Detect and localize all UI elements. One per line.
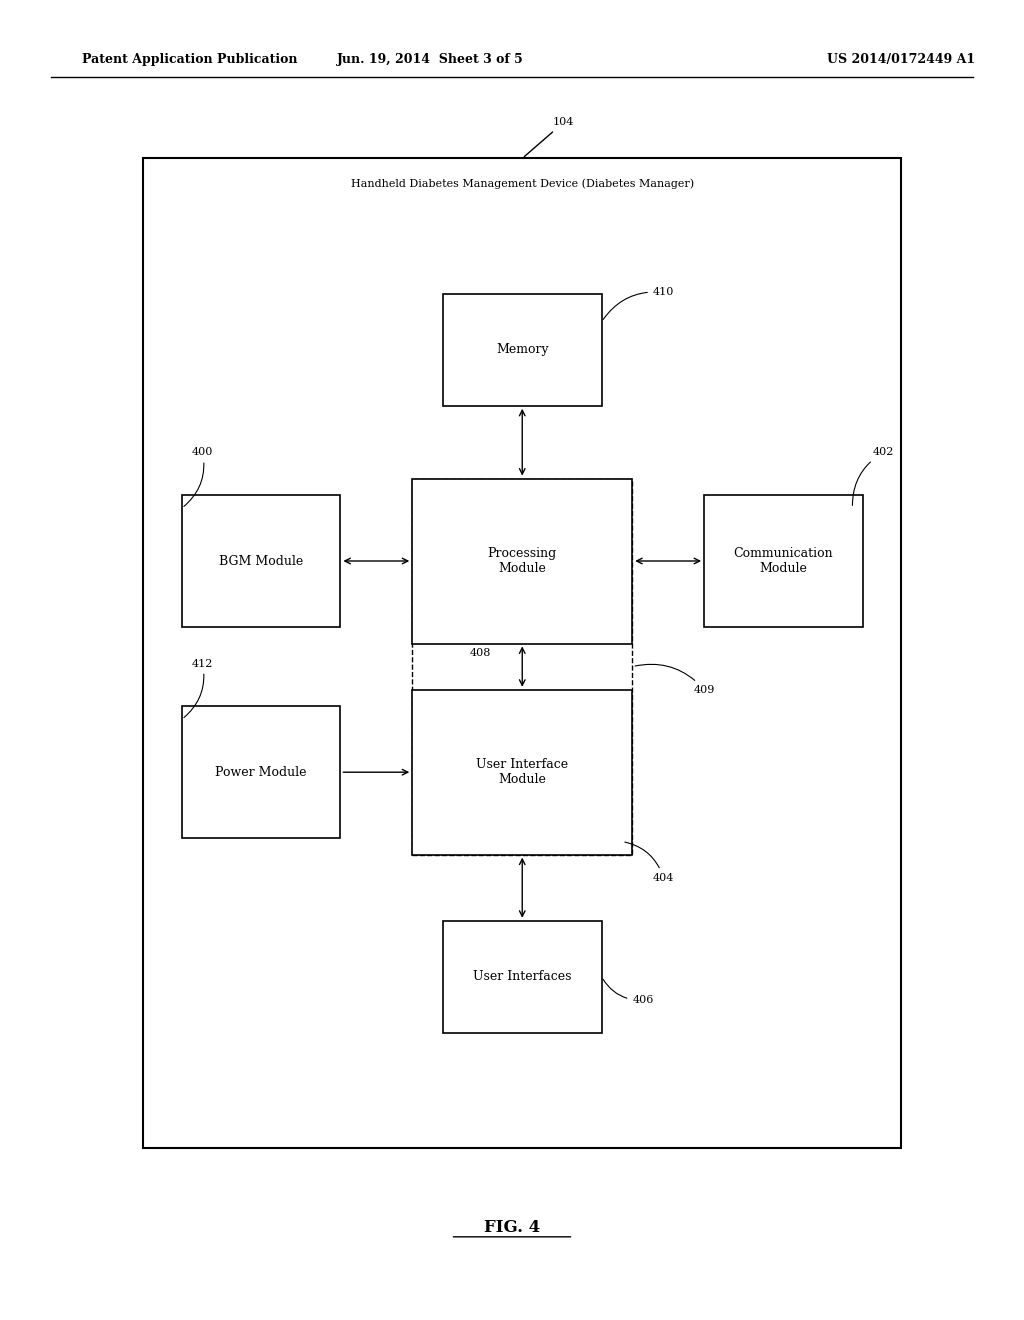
Text: User Interfaces: User Interfaces — [473, 970, 571, 983]
Bar — [412, 479, 633, 855]
Bar — [182, 495, 340, 627]
Text: Processing
Module: Processing Module — [487, 546, 557, 576]
Text: Jun. 19, 2014  Sheet 3 of 5: Jun. 19, 2014 Sheet 3 of 5 — [337, 53, 523, 66]
Text: Communication
Module: Communication Module — [733, 546, 834, 576]
Bar — [143, 158, 901, 1148]
Text: Memory: Memory — [496, 343, 549, 356]
Bar — [412, 479, 633, 644]
Text: 412: 412 — [184, 659, 213, 718]
Text: 410: 410 — [603, 288, 674, 319]
Text: 409: 409 — [635, 664, 715, 696]
Text: User Interface
Module: User Interface Module — [476, 758, 568, 787]
Text: 404: 404 — [625, 842, 674, 883]
Text: 400: 400 — [184, 447, 213, 507]
Text: Power Module: Power Module — [215, 766, 307, 779]
Text: BGM Module: BGM Module — [219, 554, 303, 568]
Bar — [705, 495, 862, 627]
Text: 402: 402 — [852, 447, 894, 506]
Bar — [442, 294, 602, 407]
Bar — [182, 706, 340, 838]
Text: Patent Application Publication: Patent Application Publication — [82, 53, 297, 66]
Text: 406: 406 — [603, 979, 653, 1006]
Text: 104: 104 — [524, 117, 574, 157]
Text: Handheld Diabetes Management Device (Diabetes Manager): Handheld Diabetes Management Device (Dia… — [350, 178, 694, 189]
Bar — [442, 921, 602, 1032]
Text: FIG. 4: FIG. 4 — [484, 1220, 540, 1236]
Text: 408: 408 — [470, 648, 492, 659]
Bar — [412, 689, 633, 855]
Text: US 2014/0172449 A1: US 2014/0172449 A1 — [827, 53, 975, 66]
